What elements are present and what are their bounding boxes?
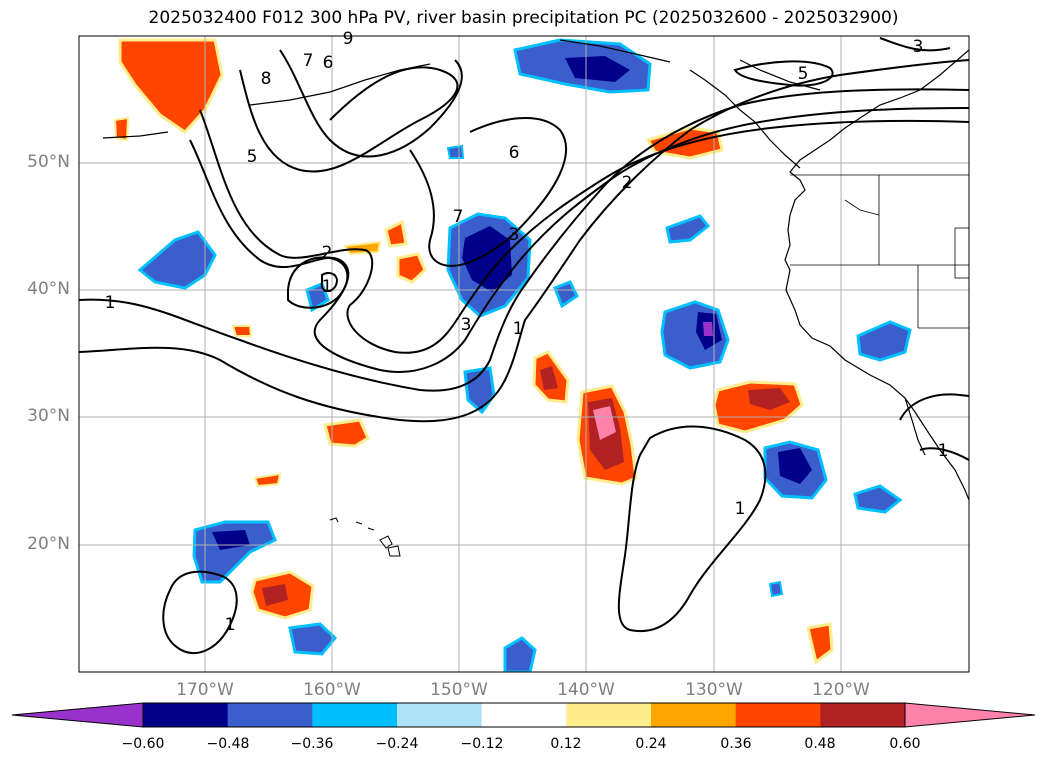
contour-label: 6 [323,53,334,73]
colorbar-frame [142,702,906,728]
colorbar-tick-label: −0.60 [121,736,165,752]
colorbar-tick-label: −0.24 [375,736,419,752]
contour-label: 3 [913,37,924,57]
colorbar-extend-low [11,702,144,728]
lon-label-140w: 140°W [557,680,615,700]
contour-label: 6 [509,143,520,163]
precip-shading [113,38,912,672]
colorbar-segment [312,703,398,727]
colorbar-tick-label: 0.36 [720,736,752,752]
contour-label: 1 [225,615,236,635]
map-plot-area [79,36,969,672]
colorbar [11,702,1036,728]
contour-label: 5 [798,64,809,84]
contour-label: 1 [513,319,524,339]
colorbar-tick-label: −0.12 [460,736,504,752]
contour-labels: 1 2 3 5 6 7 8 9 1 2 5 3 1 1 1 3 1 7 6 [105,29,949,635]
map-frame [78,35,970,673]
lat-label-20n: 20°N [27,534,70,554]
colorbar-segment [227,703,313,727]
lon-label-170w: 170°W [176,680,234,700]
colorbar-tick-label: 0.12 [550,736,582,752]
contour-label: 8 [261,69,272,89]
map-title: 2025032400 F012 300 hPa PV, river basin … [148,8,899,28]
country-borders [790,174,969,329]
colorbar-segment [820,703,906,727]
contour-label: 5 [247,147,258,167]
colorbar-tick-label: 0.24 [635,736,667,752]
colorbar-tick-label: 0.48 [804,736,836,752]
contour-label: 7 [303,51,314,71]
contour-label: 3 [509,225,520,245]
hawaiian-islands [329,517,401,557]
colorbar-segment [651,703,737,727]
contour-label: 1 [322,277,333,297]
lon-label-160w: 160°W [303,680,361,700]
colorbar-segment [566,703,652,727]
colorbar-segment [143,703,229,727]
contour-label: 1 [938,441,949,461]
gridlines [79,36,969,672]
contour-label: 3 [461,315,472,335]
lat-label-30n: 30°N [27,406,70,426]
contour-label: 9 [343,29,354,49]
lon-label-120w: 120°W [812,680,870,700]
colorbar-segment [481,703,567,727]
contour-label: 2 [322,243,333,263]
colorbar-tick-label: −0.48 [206,736,250,752]
lon-label-130w: 130°W [685,680,743,700]
colorbar-tick-label: 0.60 [889,736,921,752]
contour-label: 1 [105,293,116,313]
colorbar-segment [735,703,821,727]
colorbar-extend-high [904,702,1036,728]
pv-contours [79,37,969,654]
contour-label: 7 [453,207,464,227]
lon-label-150w: 150°W [430,680,488,700]
lat-label-40n: 40°N [27,279,70,299]
colorbar-segment [397,703,483,727]
contour-label: 1 [735,499,746,519]
lat-label-50n: 50°N [27,152,70,172]
colorbar-tick-label: −0.36 [290,736,334,752]
contour-label: 2 [622,173,633,193]
